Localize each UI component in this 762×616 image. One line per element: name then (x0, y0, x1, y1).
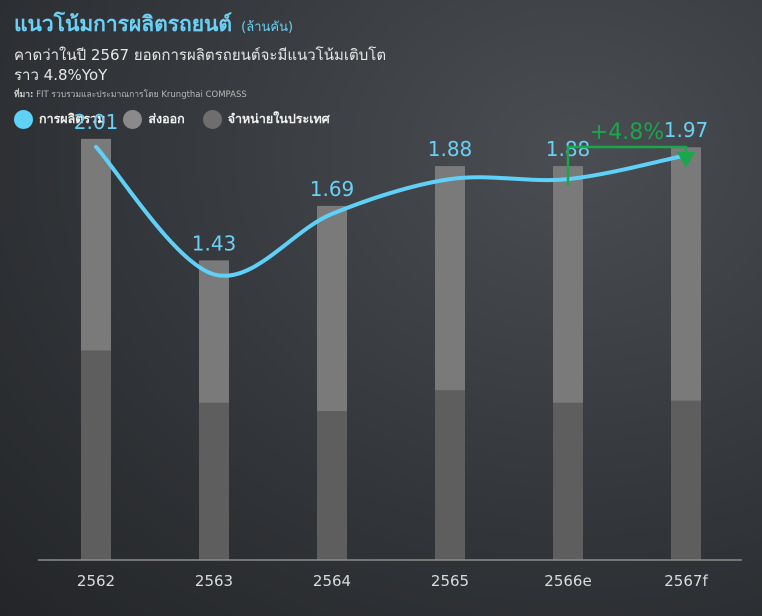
chart-title: แนวโน้มการผลิตรถยนต์ (14, 12, 233, 36)
bar-domestic-2566e (553, 402, 583, 560)
legend-label-export: ส่งออก (148, 111, 185, 126)
growth-label: +4.8% (590, 120, 664, 145)
x-tick-label-2565: 2565 (431, 572, 469, 590)
bar-export-2564 (317, 205, 347, 412)
legend-item-export: ส่งออก (123, 109, 185, 129)
chart-header: แนวโน้มการผลิตรถยนต์ (ล้านคัน) คาดว่าในป… (14, 8, 752, 129)
bar-export-2563 (199, 260, 229, 403)
legend: การผลิตรวม ส่งออก จำหน่ายในประเทศ (14, 109, 752, 129)
bar-domestic-2564 (317, 411, 347, 560)
legend-swatch-domestic (202, 109, 222, 129)
title-row: แนวโน้มการผลิตรถยนต์ (ล้านคัน) (14, 8, 752, 41)
x-tick-label-2566e: 2566e (544, 572, 591, 590)
legend-label-domestic: จำหน่ายในประเทศ (227, 111, 330, 126)
legend-item-domestic: จำหน่ายในประเทศ (202, 109, 330, 129)
data-label-2562: 2.01 (74, 110, 119, 134)
legend-item-total: การผลิตรวม (14, 109, 105, 129)
x-tick-label-2564: 2564 (313, 572, 351, 590)
bar-domestic-2565 (435, 390, 465, 560)
data-label-2564: 1.69 (310, 177, 355, 201)
chart-subtitle: คาดว่าในปี 2567 ยอดการผลิตรถยนต์จะมีแนวโ… (14, 46, 387, 84)
bar-export-2562 (81, 138, 111, 351)
source-note: ที่มา: FIT รวบรวมและประมาณการโดย Krungth… (14, 87, 752, 101)
source-text: FIT รวบรวมและประมาณการโดย Krungthai COMP… (36, 90, 247, 100)
bar-export-2565 (435, 166, 465, 391)
growth-arrowhead (677, 152, 695, 168)
x-tick-label-2567f: 2567f (664, 572, 708, 590)
x-tick-label-2562: 2562 (77, 572, 115, 590)
legend-swatch-export (123, 109, 143, 129)
data-label-2563: 1.43 (192, 231, 237, 255)
x-tick-label-2563: 2563 (195, 572, 233, 590)
total-production-line (94, 144, 688, 278)
bar-domestic-2567f (671, 400, 701, 560)
data-label-2565: 1.88 (428, 137, 473, 161)
data-label-2567f: 1.97 (664, 118, 709, 142)
source-label: ที่มา: (14, 90, 34, 100)
bar-domestic-2563 (199, 402, 229, 560)
bar-export-2567f (671, 147, 701, 401)
bar-domestic-2562 (81, 350, 111, 560)
legend-label-total: การผลิตรวม (39, 111, 106, 126)
legend-swatch-total (14, 109, 33, 129)
chart-unit: (ล้านคัน) (241, 20, 294, 35)
bar-export-2566e (553, 166, 583, 403)
